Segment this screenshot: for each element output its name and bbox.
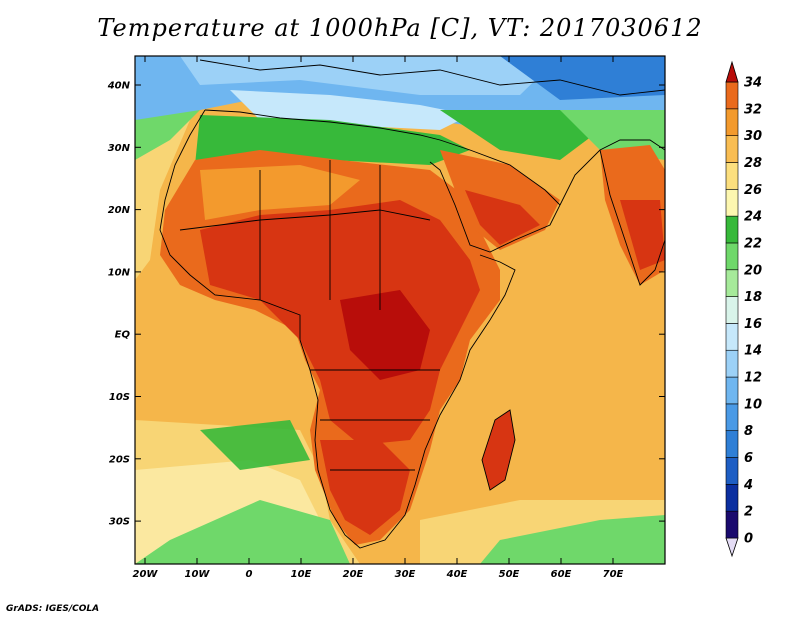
colorbar-box bbox=[725, 135, 739, 163]
colorbar-label: 28 bbox=[744, 156, 762, 171]
lon-label: 10E bbox=[291, 569, 312, 580]
colorbar-label: 34 bbox=[744, 76, 762, 91]
colorbar-box bbox=[725, 269, 739, 297]
colorbar-box bbox=[725, 215, 739, 244]
colorbar-box bbox=[725, 108, 739, 136]
plot-frame bbox=[134, 55, 666, 565]
credit-text: GrADS: IGES/COLA bbox=[6, 604, 100, 614]
map-title: Temperature at 1000hPa [C], VT: 20170306… bbox=[97, 14, 703, 42]
colorbar-label: 14 bbox=[744, 344, 762, 359]
lon-label: 40E bbox=[446, 569, 468, 580]
colorbar-box bbox=[725, 162, 739, 190]
colorbar-label: 0 bbox=[744, 532, 753, 547]
map-plot-area bbox=[135, 56, 665, 564]
colorbar-box bbox=[725, 242, 739, 271]
lat-label: 20N bbox=[108, 205, 131, 216]
colorbar-label: 16 bbox=[744, 317, 762, 332]
lat-label: 30N bbox=[108, 143, 131, 154]
lon-label: 20W bbox=[133, 569, 159, 580]
colorbar-box bbox=[725, 81, 739, 110]
colorbar-label: 20 bbox=[744, 263, 762, 278]
africa-hot-core bbox=[200, 200, 480, 445]
colorbar-label: 32 bbox=[744, 102, 762, 117]
coastlines bbox=[159, 59, 665, 549]
lat-label: EQ bbox=[115, 330, 131, 341]
colorbar-label: 12 bbox=[744, 371, 762, 386]
madagascar bbox=[482, 410, 515, 490]
longitude-axis: 20W 10W 0 10E 20E 30E 40E 50E 60E 70E bbox=[133, 56, 624, 580]
lat-label: 20S bbox=[109, 454, 130, 465]
south-atlantic-green bbox=[135, 500, 350, 564]
colorbar-label: 18 bbox=[744, 290, 762, 305]
lon-label: 60E bbox=[551, 569, 572, 580]
colorbar-box bbox=[725, 403, 739, 432]
colorbar-label: 26 bbox=[744, 183, 762, 198]
colorbar-over-triangle bbox=[725, 60, 739, 83]
colorbar-label: 4 bbox=[743, 478, 753, 493]
colorbar-box bbox=[725, 457, 739, 485]
colorbar-box bbox=[725, 484, 739, 512]
colorbar-box bbox=[725, 376, 739, 405]
lat-label: 40N bbox=[107, 81, 131, 92]
colorbar-label: 2 bbox=[744, 505, 753, 520]
colorbar-box bbox=[725, 349, 739, 378]
lon-label: 0 bbox=[246, 569, 253, 580]
colorbar-box bbox=[725, 323, 739, 351]
colorbar-box bbox=[725, 188, 739, 217]
colorbar-box bbox=[725, 510, 739, 539]
lon-label: 10W bbox=[185, 569, 211, 580]
colorbar-label: 24 bbox=[744, 210, 762, 225]
colorbar-under-triangle bbox=[725, 537, 739, 558]
lon-label: 50E bbox=[499, 569, 520, 580]
colorbar-label: 10 bbox=[744, 397, 762, 412]
lon-label: 30E bbox=[395, 569, 416, 580]
lat-label: 10N bbox=[108, 267, 131, 278]
colorbar-box bbox=[725, 430, 739, 458]
lat-label: 30S bbox=[109, 517, 130, 528]
colorbar-label: 22 bbox=[744, 236, 762, 251]
colorbar-label: 30 bbox=[744, 129, 762, 144]
latitude-axis: 40N 30N 20N 10N EQ 10S 20S 30S bbox=[107, 81, 665, 528]
lon-label: 20E bbox=[343, 569, 364, 580]
lat-label: 10S bbox=[109, 392, 130, 403]
colorbar-label: 8 bbox=[744, 424, 753, 439]
colorbar-label: 6 bbox=[744, 451, 753, 466]
lon-label: 70E bbox=[603, 569, 624, 580]
colorbar-box bbox=[725, 296, 739, 324]
